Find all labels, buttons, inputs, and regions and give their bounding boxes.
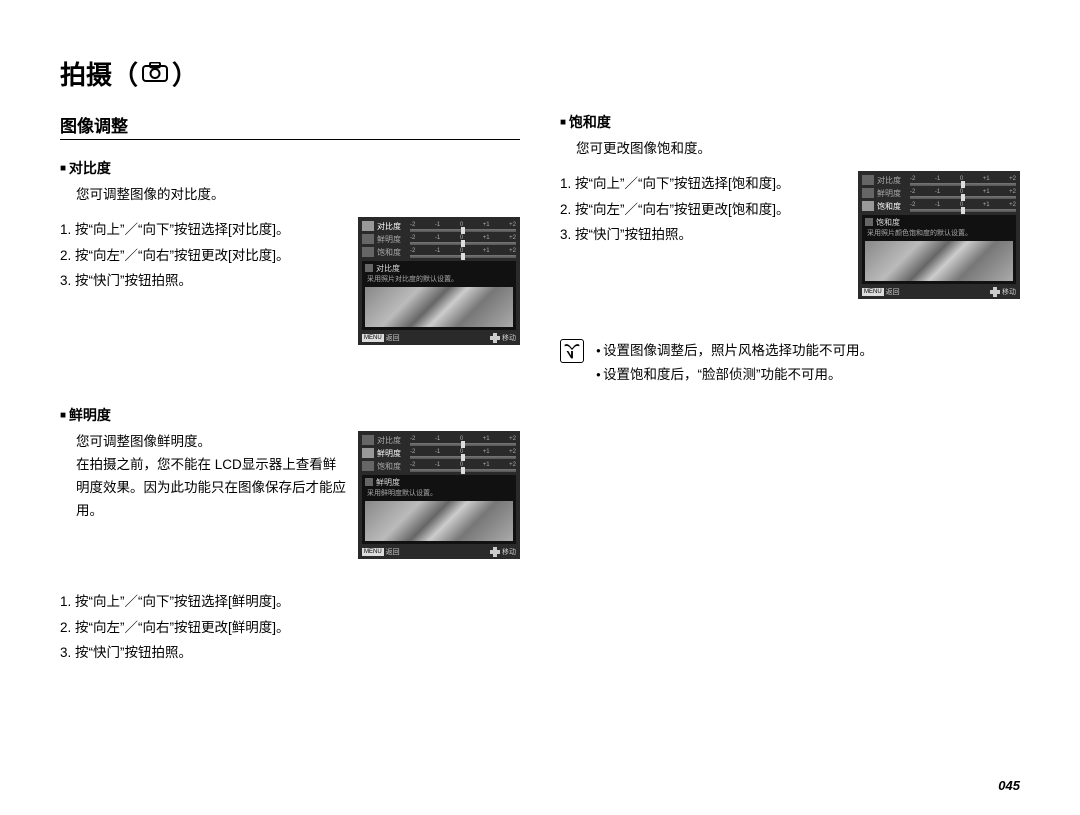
step: 1. 按“向上”／“向下”按钮选择[饱和度]。 [560,171,846,197]
page-title: 拍摄（ ） [60,55,1020,92]
saturation-section: 饱和度 您可更改图像饱和度。 1. 按“向上”／“向下”按钮选择[饱和度]。 2… [560,112,1020,299]
note-icon [560,339,584,363]
sharpness-heading: 鲜明度 [60,405,520,425]
step: 1. 按“向上”／“向下”按钮选择[对比度]。 [60,217,346,243]
contrast-steps: 1. 按“向上”／“向下”按钮选择[对比度]。 2. 按“向左”／“向右”按钮更… [60,217,346,294]
note-box: 设置图像调整后，照片风格选择功能不可用。 设置饱和度后，“脸部侦测”功能不可用。 [560,339,1020,388]
section-title: 图像调整 [60,112,520,140]
step: 2. 按“向左”／“向右”按钮更改[鲜明度]。 [60,615,520,641]
note-item: 设置饱和度后，“脸部侦测”功能不可用。 [596,363,873,387]
title-suffix: ） [172,55,198,92]
contrast-heading: 对比度 [60,158,520,178]
saturation-steps: 1. 按“向上”／“向下”按钮选择[饱和度]。 2. 按“向左”／“向右”按钮更… [560,171,846,248]
right-column: 饱和度 您可更改图像饱和度。 1. 按“向上”／“向下”按钮选择[饱和度]。 2… [560,112,1020,706]
step: 3. 按“快门”按钮拍照。 [60,268,346,294]
contrast-section: 对比度 您可调整图像的对比度。 1. 按“向上”／“向下”按钮选择[对比度]。 … [60,158,520,345]
note-list: 设置图像调整后，照片风格选择功能不可用。 设置饱和度后，“脸部侦测”功能不可用。 [596,339,873,388]
note-item: 设置图像调整后，照片风格选择功能不可用。 [596,339,873,363]
title-prefix: 拍摄（ [60,55,138,92]
page-number: 045 [998,778,1020,793]
step: 1. 按“向上”／“向下”按钮选择[鲜明度]。 [60,589,520,615]
lcd-preview-contrast: 对比度-2-10+1+2 鲜明度-2-10+1+2 饱和度-2-10+1+2 对… [358,217,520,345]
left-column: 图像调整 对比度 您可调整图像的对比度。 1. 按“向上”／“向下”按钮选择[对… [60,112,520,706]
sharpness-desc: 您可调整图像鲜明度。 在拍摄之前，您不能在 LCD显示器上查看鲜明度效果。因为此… [60,431,346,533]
contrast-desc: 您可调整图像的对比度。 [76,184,520,207]
sharpness-section: 鲜明度 您可调整图像鲜明度。 在拍摄之前，您不能在 LCD显示器上查看鲜明度效果… [60,405,520,666]
sharpness-steps: 1. 按“向上”／“向下”按钮选择[鲜明度]。 2. 按“向左”／“向右”按钮更… [60,589,520,666]
camera-icon [142,58,168,89]
saturation-desc: 您可更改图像饱和度。 [576,138,1020,161]
step: 3. 按“快门”按钮拍照。 [60,640,520,666]
step: 2. 按“向左”／“向右”按钮更改[饱和度]。 [560,197,846,223]
saturation-heading: 饱和度 [560,112,1020,132]
step: 2. 按“向左”／“向右”按钮更改[对比度]。 [60,243,346,269]
lcd-preview-sharpness: 对比度-2-10+1+2 鲜明度-2-10+1+2 饱和度-2-10+1+2 鲜… [358,431,520,559]
step: 3. 按“快门”按钮拍照。 [560,222,846,248]
lcd-preview-saturation: 对比度-2-10+1+2 鲜明度-2-10+1+2 饱和度-2-10+1+2 饱… [858,171,1020,299]
